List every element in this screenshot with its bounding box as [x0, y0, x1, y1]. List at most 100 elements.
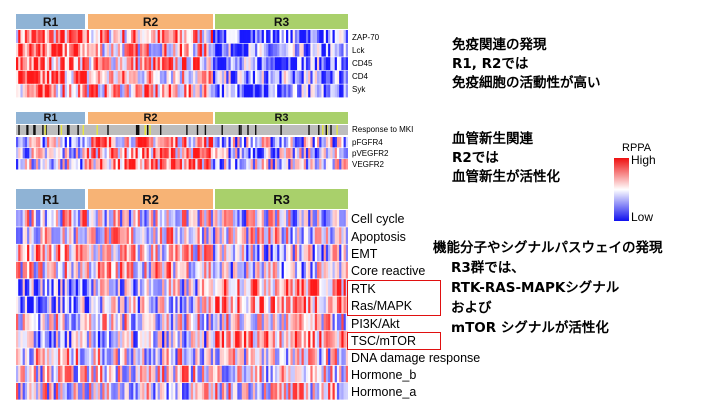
- hm3-row-5: [16, 296, 348, 314]
- panel3-group-header-r2: R2: [88, 189, 213, 209]
- row-label-pi3k-akt: PI3K/Akt: [351, 317, 400, 331]
- response-to-mki-track: [16, 125, 348, 135]
- immune-heatmap: [16, 30, 348, 98]
- panel1-group-header-r3: R3: [215, 14, 348, 29]
- row-label-syk: Syk: [352, 85, 366, 94]
- hm1-row-3: [16, 70, 348, 84]
- panel2-group-header-r2: R2: [88, 112, 213, 124]
- response-marker: [147, 125, 149, 135]
- row-label-lck: Lck: [352, 46, 365, 55]
- hm3-row-10: [16, 383, 348, 400]
- response-marker: [336, 125, 338, 135]
- immune-note-line1: 免疫関連の発現: [452, 37, 547, 53]
- response-marker: [238, 125, 241, 135]
- response-marker: [26, 125, 28, 135]
- hm3-row-8: [16, 348, 348, 365]
- angio-note-line2: R2では: [452, 150, 499, 166]
- response-marker: [221, 125, 223, 135]
- response-marker: [308, 125, 310, 135]
- panel1-group-header-r1: R1: [16, 14, 85, 29]
- highlight-box-rtk-ras-mapk: [347, 280, 441, 316]
- response-marker: [138, 125, 140, 135]
- row-label-hormone-b: Hormone_b: [351, 368, 417, 382]
- hm3-row-3: [16, 261, 348, 279]
- legend-color-bar: [614, 158, 629, 221]
- row-label-core-reactive: Core reactive: [351, 264, 426, 278]
- pathway-note-line1: 機能分子やシグナルパスウェイの発現: [433, 240, 663, 256]
- response-marker: [42, 125, 44, 135]
- row-label-ras-mapk: Ras/MAPK: [351, 299, 413, 313]
- hm3-row-6: [16, 313, 348, 331]
- row-label-rtk: RTK: [351, 282, 376, 296]
- pathway-heatmap: [16, 210, 348, 400]
- highlight-box-tsc-mtor: [347, 332, 441, 350]
- pathway-note-line3: RTK-RAS-MAPKシグナル: [451, 280, 620, 296]
- response-marker: [68, 125, 70, 135]
- row-label-vegfr2: VEGFR2: [352, 160, 385, 169]
- response-marker: [280, 125, 282, 135]
- hm2-row-2: [16, 159, 348, 170]
- row-label-hormone-a: Hormone_a: [351, 385, 417, 399]
- response-marker: [247, 125, 249, 135]
- response-marker: [196, 125, 199, 135]
- immune-note-line3: 免疫細胞の活動性が高い: [452, 75, 601, 91]
- response-marker: [137, 125, 139, 135]
- pathway-note-line5: mTOR シグナルが活性化: [451, 320, 609, 336]
- hm1-row-1: [16, 43, 348, 57]
- angio-note-line1: 血管新生関連: [452, 131, 533, 147]
- response-marker: [77, 125, 79, 135]
- row-label-response-to-mki: Response to MKI: [352, 125, 414, 134]
- panel2-group-header-r1: R1: [16, 112, 85, 124]
- immune-note-line2: R1, R2では: [452, 56, 529, 72]
- response-marker: [96, 125, 98, 135]
- response-marker: [322, 125, 324, 135]
- hm1-row-0: [16, 30, 348, 43]
- hm3-row-9: [16, 365, 348, 383]
- row-label-cd4: CD4: [352, 72, 369, 81]
- angio-note-line3: 血管新生が活性化: [452, 169, 560, 185]
- row-label-pfgfr4: pFGFR4: [352, 138, 383, 147]
- response-marker: [144, 125, 147, 135]
- panel3-group-header-r1: R1: [16, 189, 85, 209]
- angio-note: 血管新生関連 R2では 血管新生が活性化: [452, 130, 560, 187]
- response-marker: [149, 125, 151, 135]
- response-marker: [186, 125, 188, 135]
- pathway-note-line2: R3群では、: [451, 260, 525, 276]
- response-marker: [44, 125, 46, 135]
- legend-low-label: Low: [631, 210, 654, 224]
- response-marker: [58, 125, 60, 135]
- response-marker: [27, 125, 29, 135]
- response-marker: [45, 125, 47, 135]
- hm3-row-2: [16, 244, 348, 262]
- legend-title: RPPA: [622, 142, 652, 154]
- row-label-zap70: ZAP-70: [352, 33, 380, 42]
- row-label-apoptosis: Apoptosis: [351, 230, 406, 244]
- hm1-row-2: [16, 57, 348, 71]
- response-marker: [240, 125, 242, 135]
- response-marker: [325, 125, 327, 135]
- response-marker: [66, 125, 69, 135]
- response-marker: [107, 125, 109, 135]
- response-marker: [18, 125, 20, 135]
- row-label-cell-cycle: Cell cycle: [351, 212, 405, 226]
- panel2-group-header-r3: R3: [215, 112, 348, 124]
- panel1-group-header-r2: R2: [88, 14, 213, 29]
- row-label-pvegfr2: pVEGFR2: [352, 149, 389, 158]
- hm2-row-1: [16, 148, 348, 159]
- hm3-row-1: [16, 227, 348, 244]
- pathway-note: 機能分子やシグナルパスウェイの発現 R3群では、 RTK-RAS-MAPKシグナ…: [433, 238, 663, 338]
- response-marker: [160, 125, 162, 135]
- hm2-row-0: [16, 137, 348, 148]
- hm1-row-4: [16, 84, 348, 98]
- response-marker: [330, 125, 332, 135]
- panel3-group-header-r3: R3: [215, 189, 348, 209]
- response-marker: [204, 125, 207, 135]
- legend-high-label: High: [631, 153, 656, 167]
- response-marker: [135, 125, 138, 135]
- response-marker: [34, 125, 36, 135]
- row-label-cd45: CD45: [352, 59, 373, 68]
- response-marker: [33, 125, 35, 135]
- row-label-emt: EMT: [351, 247, 378, 261]
- row-label-tsc-mtor: TSC/mTOR: [351, 334, 417, 348]
- immune-note: 免疫関連の発現 R1, R2では 免疫細胞の活動性が高い: [452, 36, 601, 93]
